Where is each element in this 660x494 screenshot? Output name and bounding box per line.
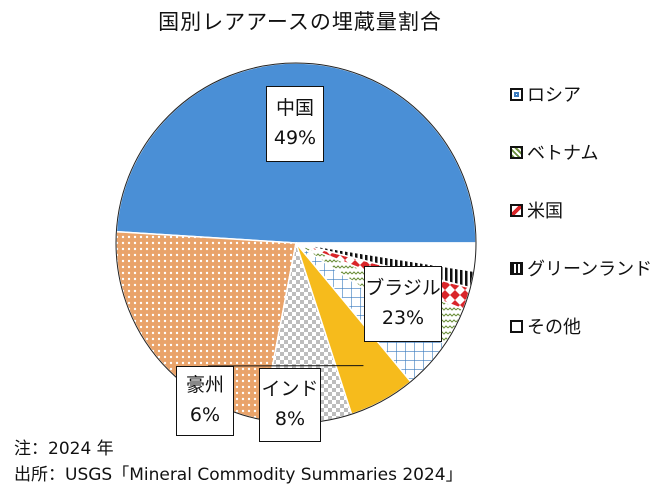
slice-value-india: 8%	[274, 408, 306, 430]
slice-name-india: インド	[261, 378, 319, 400]
legend-label: グリーンランド	[527, 259, 653, 280]
legend-item-russia: ロシア	[510, 82, 652, 106]
data-label-brazil: ブラジル 23%	[364, 266, 442, 342]
data-label-australia: 豪州 6%	[176, 366, 234, 436]
legend-label: その他	[527, 317, 581, 338]
legend-label: ベトナム	[527, 143, 599, 164]
legend-swatch-vietnam	[510, 145, 523, 159]
legend-swatch-russia	[510, 87, 523, 101]
slice-name-china: 中国	[275, 97, 314, 119]
note-year: 注：2024 年	[14, 439, 114, 459]
data-label-china: 中国 49%	[266, 86, 324, 162]
slice-name-australia: 豪州	[185, 374, 224, 396]
legend-item-greenland: グリーンランド	[510, 256, 652, 280]
chart-title: 国別レアアースの埋蔵量割合	[158, 10, 442, 34]
slice-value-brazil: 23%	[381, 307, 425, 329]
legend-item-vietnam: ベトナム	[510, 140, 652, 164]
legend-swatch-greenland	[510, 261, 523, 275]
legend-item-us: 米国	[510, 198, 652, 222]
slice-value-china: 49%	[273, 127, 317, 149]
slice-value-australia: 6%	[189, 404, 221, 426]
legend-swatch-other	[510, 319, 523, 333]
note-source: 出所：USGS「Mineral Commodity Summaries 2024…	[14, 465, 463, 485]
slice-name-brazil: ブラジル	[365, 277, 441, 299]
legend-label: 米国	[527, 201, 563, 222]
data-label-india: インド 8%	[259, 368, 321, 442]
legend-item-other: その他	[510, 314, 652, 338]
legend-swatch-us	[510, 203, 523, 217]
legend-label: ロシア	[527, 85, 581, 106]
legend: ロシア ベトナム 米国 グリーンランド その他	[510, 82, 652, 372]
